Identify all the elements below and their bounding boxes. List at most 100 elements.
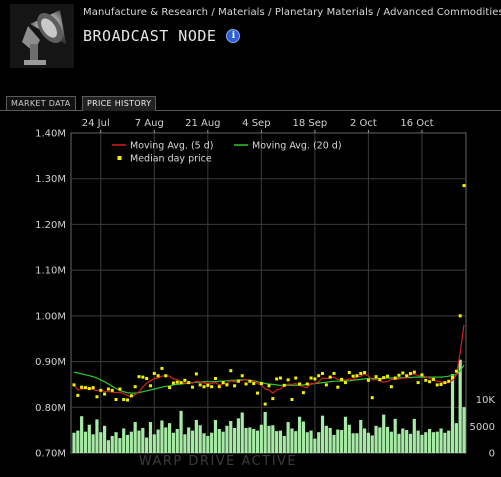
volume-bar bbox=[80, 416, 84, 453]
median-price-point bbox=[229, 369, 233, 373]
median-price-point bbox=[397, 373, 401, 377]
median-price-point bbox=[210, 385, 214, 389]
median-price-point bbox=[366, 378, 370, 382]
breadcrumb[interactable]: Manufacture & Research / Materials / Pla… bbox=[83, 7, 501, 18]
volume-bar bbox=[382, 414, 386, 453]
volume-bar bbox=[125, 434, 130, 453]
median-price-point bbox=[340, 377, 344, 381]
median-price-point bbox=[359, 371, 363, 375]
median-price-point bbox=[126, 398, 130, 402]
median-price-point bbox=[87, 387, 91, 391]
volume-bar bbox=[389, 431, 393, 453]
info-icon[interactable]: i bbox=[226, 29, 241, 43]
volume-bar bbox=[297, 416, 302, 453]
median-price-point bbox=[103, 392, 107, 396]
volume-bar bbox=[240, 412, 244, 453]
volume-bar bbox=[118, 438, 122, 453]
volume-bar bbox=[416, 430, 420, 453]
volume-bar bbox=[259, 424, 263, 453]
median-price-point bbox=[424, 378, 428, 382]
y-tick-label: 1.10M bbox=[35, 266, 66, 277]
median-price-point bbox=[256, 391, 260, 395]
median-price-point bbox=[374, 375, 378, 379]
median-price-point bbox=[156, 374, 160, 378]
y-tick-label: 0.80M bbox=[35, 403, 66, 414]
volume-bar bbox=[152, 434, 156, 453]
volume-bar bbox=[72, 432, 76, 453]
volume-bar bbox=[229, 421, 233, 453]
tab-bar: MARKET DATA PRICE HISTORY bbox=[0, 96, 501, 111]
y-tick-label: 0.70M bbox=[35, 449, 66, 460]
median-price-point bbox=[225, 383, 229, 387]
plot-frame bbox=[70, 132, 467, 454]
x-tick-label: 16 Oct bbox=[400, 118, 433, 129]
volume-bar bbox=[450, 374, 455, 453]
median-price-point bbox=[386, 374, 390, 378]
median-price-point bbox=[194, 372, 198, 376]
moving-average-20d-line bbox=[73, 364, 465, 394]
volume-bar bbox=[99, 432, 103, 453]
median-price-point bbox=[248, 379, 252, 383]
x-tick-label: 24 Jul bbox=[82, 118, 110, 129]
volume-bar bbox=[332, 434, 336, 453]
volume-bar bbox=[206, 435, 210, 453]
volume-bar bbox=[187, 427, 191, 453]
volume-bar bbox=[359, 419, 363, 453]
median-price-point bbox=[447, 379, 451, 383]
legend-label-ma5: Moving Avg. (5 d) bbox=[130, 141, 213, 152]
volume-bar bbox=[397, 433, 401, 453]
volume-bar bbox=[91, 434, 95, 453]
volume-bar bbox=[286, 422, 290, 453]
tab-market-data[interactable]: MARKET DATA bbox=[6, 96, 76, 110]
median-price-point bbox=[443, 381, 447, 385]
volume-bar bbox=[347, 424, 351, 453]
median-price-point bbox=[435, 383, 439, 387]
volume-bar bbox=[244, 427, 248, 453]
volume-bar bbox=[122, 428, 126, 453]
volume-bar bbox=[179, 410, 183, 453]
volume-bar bbox=[305, 432, 309, 453]
median-price-point bbox=[278, 376, 282, 380]
tab-price-history[interactable]: PRICE HISTORY bbox=[82, 96, 157, 111]
volume-bar bbox=[278, 430, 283, 453]
median-price-point bbox=[221, 381, 225, 385]
median-price-point bbox=[99, 388, 103, 392]
volume-tick-label: 10K bbox=[476, 395, 496, 406]
y-tick-label: 1.20M bbox=[35, 220, 66, 231]
median-price-point bbox=[252, 382, 256, 386]
volume-bar bbox=[129, 431, 133, 453]
volume-bar bbox=[458, 359, 462, 453]
median-price-point bbox=[179, 381, 183, 385]
median-price-point bbox=[106, 387, 110, 391]
median-price-point bbox=[183, 378, 187, 382]
volume-bar bbox=[232, 427, 237, 453]
median-price-point bbox=[148, 384, 152, 388]
volume-bar bbox=[236, 418, 241, 453]
legend-label-median: Median day price bbox=[130, 154, 212, 165]
volume-bar bbox=[141, 427, 145, 453]
median-price-point bbox=[114, 398, 118, 402]
price-history-chart-svg: 1.40M 1.30M 1.20M 1.10M 1.00M 0.90M 0.80M 0.70M… bbox=[35, 118, 496, 469]
volume-bar bbox=[343, 416, 348, 453]
median-price-point bbox=[91, 386, 95, 390]
volume-bar bbox=[443, 432, 447, 453]
volume-bar bbox=[462, 407, 466, 453]
median-price-point bbox=[137, 375, 141, 379]
median-price-point bbox=[110, 388, 114, 392]
volume-bar bbox=[439, 428, 443, 453]
volume-bar bbox=[435, 431, 439, 453]
median-price-point bbox=[282, 383, 286, 387]
volume-bar bbox=[454, 423, 458, 453]
volume-bar bbox=[447, 430, 451, 453]
volume-tick-label: 5000 bbox=[470, 422, 495, 433]
median-price-point bbox=[164, 374, 168, 378]
median-price-point bbox=[168, 386, 172, 390]
median-price-point bbox=[267, 384, 271, 388]
moving-average-5d-line bbox=[73, 324, 465, 398]
median-price-point bbox=[420, 373, 424, 377]
median-price-point bbox=[83, 386, 87, 390]
median-price-point bbox=[286, 378, 290, 382]
volume-bar bbox=[431, 432, 436, 453]
volume-bar bbox=[393, 418, 397, 453]
volume-bar bbox=[378, 427, 382, 453]
